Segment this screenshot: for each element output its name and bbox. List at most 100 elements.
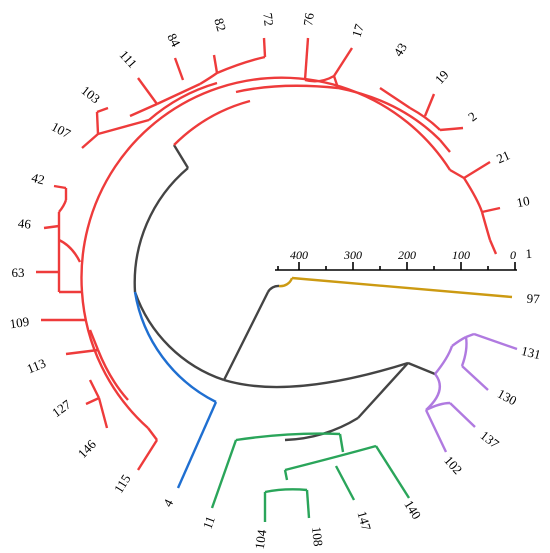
clade-purple-branch (425, 401, 451, 412)
scale-bar (275, 262, 517, 271)
clade-red-branch (137, 77, 158, 105)
clade-red-branch (303, 37, 310, 81)
clade-red-branch (88, 329, 100, 351)
backbone-branch (407, 361, 436, 376)
leaf-label: 19 (432, 67, 452, 87)
leaf-label: 1 (525, 246, 532, 261)
clade-red-branch (449, 168, 465, 180)
leaf-label: 113 (25, 355, 48, 376)
clade-green (210, 432, 411, 522)
clade-purple-branch (449, 402, 476, 428)
clade-green-branch (210, 439, 238, 509)
backbone-branch (266, 284, 280, 293)
leaf-label: 82 (211, 16, 229, 33)
backbone-branch (222, 291, 270, 381)
leaf-label: 115 (111, 472, 134, 496)
clade-blue-branch (133, 291, 217, 404)
clade-red-branch (480, 211, 492, 241)
clade-red-branch (488, 239, 498, 255)
clade-red-branch (147, 427, 158, 441)
clade-red-branch (235, 84, 339, 94)
leaf-label: 130 (495, 386, 519, 408)
leaf-label: 104 (252, 528, 270, 550)
clade-green-branch (283, 469, 289, 481)
clade-red-branch (409, 106, 441, 131)
clade-red-branch (65, 348, 99, 356)
clade-red (36, 37, 501, 471)
clade-red-branch (81, 133, 99, 149)
leaf-label: 102 (441, 453, 465, 478)
clade-red-branch (173, 57, 185, 81)
clade-green-branch (374, 445, 411, 499)
clade-red-branch (136, 439, 159, 471)
clade-red-branch (216, 55, 266, 75)
leaf-label: 108 (309, 526, 326, 547)
clade-purple-branch (465, 332, 475, 339)
clade-red-branch (332, 47, 354, 77)
scale-tick-label: 400 (290, 248, 308, 262)
clade-red-root-arc (80, 76, 452, 293)
leaf-label: 107 (49, 119, 74, 142)
clade-purple-branch (473, 332, 518, 351)
clade-red-branch (85, 396, 100, 406)
backbone-branch (133, 291, 225, 382)
leaf-label: 17 (349, 22, 367, 39)
clade-green-branch (264, 488, 308, 494)
clade-purple-branch (425, 373, 442, 411)
leaf-label: 72 (260, 12, 276, 27)
clade-red-branch (304, 74, 335, 83)
clade-purple-branch (434, 345, 454, 375)
leaf-label: 21 (494, 147, 512, 166)
leaf-label: 42 (30, 170, 46, 188)
clade-red-branch (463, 160, 491, 180)
leaf-label: 43 (390, 40, 410, 59)
clade-red-branch (129, 102, 158, 118)
clade-red-branch (156, 82, 201, 106)
clade-purple (424, 332, 518, 453)
clade-green-branch (235, 432, 341, 442)
clade-red-branch (96, 106, 109, 114)
leaf-label: 76 (300, 11, 317, 26)
clade-green-branch (334, 465, 356, 501)
clade-blue (133, 291, 218, 489)
clade-red-branch (423, 93, 436, 117)
scale-tick-label: 300 (343, 248, 362, 262)
clade-red-branch (212, 54, 219, 74)
clade-red-branch (173, 99, 251, 146)
backbone-branch (133, 167, 189, 293)
leaf-label: 146 (75, 436, 100, 461)
clade-red-branch (462, 177, 484, 213)
leaf-label: 4 (160, 496, 177, 509)
backbone-branch (223, 361, 409, 389)
clade-purple-branch (461, 365, 489, 391)
scale-tick-label: 100 (452, 248, 470, 262)
clade-red-branch (43, 224, 60, 230)
leaf-label: 2 (465, 109, 479, 125)
clade-red-branch (96, 349, 129, 401)
leaf-label: 46 (17, 215, 32, 231)
clade-red-branch (58, 199, 68, 213)
leaf-label: 109 (9, 314, 30, 332)
leaf-label: 97 (526, 291, 540, 307)
leaf-label: 10 (515, 193, 531, 210)
clade-green-branch (305, 489, 311, 519)
clade-red-branch (481, 206, 501, 214)
backbone-branch (284, 416, 359, 442)
clade-red-branch (332, 75, 340, 89)
leaf-label: 137 (477, 428, 502, 452)
clade-red-branch (53, 184, 67, 190)
clade-red-branch (439, 126, 464, 132)
scale-labels: 400 300 200 100 0 (290, 248, 516, 262)
clade-red-branch (439, 139, 451, 153)
clade-purple-branch (460, 336, 468, 367)
backbone-branch (172, 144, 190, 169)
leaf-label: 147 (354, 509, 374, 532)
clade-green-branch (338, 433, 345, 453)
leaf-label: 131 (520, 343, 543, 362)
leaf-label: 84 (164, 31, 183, 50)
leaf-labels: 1 10 21 2 19 43 17 76 72 82 84 111 103 1… (9, 11, 543, 550)
leaf-label: 127 (49, 396, 74, 420)
clade-red-branch (199, 72, 218, 86)
scale-tick-label: 0 (510, 248, 516, 262)
